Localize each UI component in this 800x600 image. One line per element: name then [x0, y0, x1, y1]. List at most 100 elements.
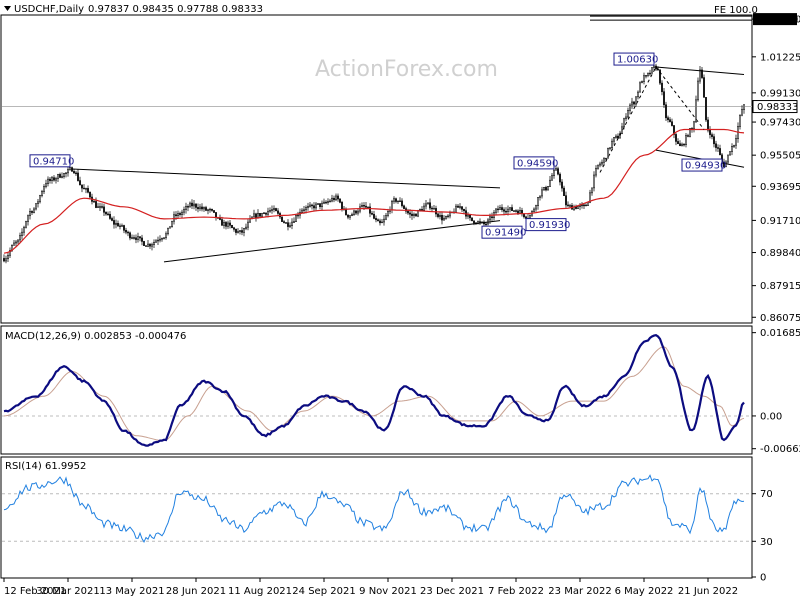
rsi-series [3, 474, 745, 543]
price-axis-label: 0.97430 [760, 118, 800, 129]
price-bar-body [738, 114, 741, 127]
price-bar-body [498, 207, 501, 210]
price-bar-body [227, 222, 230, 227]
price-bar-body [7, 254, 10, 260]
price-grid [2, 15, 752, 108]
price-bar-body [147, 243, 150, 247]
fe-level-tag [753, 13, 797, 26]
price-bar-body [394, 198, 397, 202]
price-bar-body [668, 119, 671, 123]
time-axis-label: 23 Dec 2021 [420, 586, 484, 597]
price-bar-body [688, 128, 691, 137]
price-bar-body [243, 228, 246, 233]
price-bar-body [18, 235, 21, 241]
time-axis-label: 28 Jun 2021 [166, 586, 226, 597]
macd-line [3, 334, 745, 447]
price-bar-body [514, 210, 517, 212]
price-bar-body [438, 215, 441, 217]
price-bar-body [326, 201, 329, 203]
price-bar-body [454, 205, 457, 213]
price-level-label: 0.94710 [33, 156, 74, 167]
price-bar-body [636, 91, 639, 98]
price-level-label-box [525, 218, 567, 232]
dropdown-triangle-icon[interactable] [4, 6, 11, 11]
price-bar-body [20, 231, 23, 236]
time-axis-label: 9 Nov 2021 [359, 586, 417, 597]
price-bar-body [318, 203, 321, 207]
price-bar-body [702, 77, 705, 98]
time-axis-label: 23 Mar 2022 [548, 586, 611, 597]
price-bar-body [550, 175, 553, 181]
price-bar-body [604, 157, 607, 160]
price-bar-body [724, 161, 727, 168]
price-bar-body [718, 148, 721, 156]
price-bar-body [560, 181, 563, 189]
price-bar-body [398, 200, 401, 203]
price-axis-label: 0.95505 [760, 151, 800, 162]
price-bar-body [153, 242, 156, 245]
price-bar-body [157, 239, 160, 242]
price-bar-body [344, 208, 347, 216]
price-bar-body [87, 188, 90, 193]
price-bar-body [640, 81, 643, 84]
price-bar-body [139, 236, 142, 239]
rsi-axis-label: 30 [760, 537, 773, 548]
price-bar-body [360, 204, 363, 208]
price-bar-body [440, 215, 443, 221]
price-bar-body [213, 210, 216, 213]
price-bar-body [103, 206, 106, 213]
price-bar-body [606, 148, 609, 159]
price-bar-body [255, 213, 258, 218]
price-bar-body [538, 195, 541, 198]
price-bar-body [300, 209, 303, 213]
price-bar-body [320, 202, 323, 207]
price-bar-body [183, 209, 186, 213]
price-bar-body [280, 216, 283, 222]
price-bar-body [109, 213, 112, 219]
time-axis-label: 6 May 2022 [615, 586, 674, 597]
price-bar-body [456, 205, 459, 208]
price-bar-body [420, 209, 423, 211]
price-bar-body [225, 222, 228, 227]
fe-label: FE 100.0 [714, 5, 758, 16]
price-bar-body [730, 146, 733, 152]
price-bar-body [105, 211, 108, 215]
price-bar-body [680, 143, 683, 147]
price-bar-body [107, 213, 110, 216]
price-bar-body [432, 208, 435, 210]
price-bar-body [726, 154, 729, 163]
price-bar-body [161, 238, 164, 240]
price-bar-body [362, 204, 365, 207]
price-bar-body [2, 258, 5, 262]
time-axis-label: 21 Jun 2022 [678, 586, 738, 597]
rsi-header: RSI(14) 61.9952 [5, 461, 86, 472]
price-bar-body [460, 206, 463, 210]
price-bar-body [73, 171, 76, 174]
price-bar-body [494, 208, 497, 213]
price-bar-body [500, 207, 503, 210]
price-bar-body [40, 191, 43, 196]
dashed-projection-line [655, 66, 705, 130]
price-bar-body [133, 237, 136, 239]
price-bar-body [22, 226, 25, 233]
price-bar-body [406, 210, 409, 214]
price-bar-body [376, 219, 379, 222]
price-bar-body [123, 225, 126, 231]
price-bar-body [546, 186, 549, 191]
price-bar-body [97, 206, 100, 208]
price-bar-body [540, 189, 543, 197]
price-bar-body [67, 169, 70, 174]
price-bar-body [582, 204, 585, 207]
price-bar-body [54, 178, 57, 181]
price-bar-body [149, 243, 152, 247]
price-bar-body [484, 223, 487, 226]
price-bar-body [189, 202, 192, 208]
price-bar-body [270, 209, 273, 211]
price-bar-body [504, 210, 507, 213]
price-bar-body [292, 221, 295, 223]
price-bar-body [468, 214, 471, 219]
price-bar-body [444, 216, 447, 219]
price-bar-body [207, 209, 210, 211]
price-bar-body [380, 221, 383, 224]
price-bar-body [626, 110, 629, 118]
